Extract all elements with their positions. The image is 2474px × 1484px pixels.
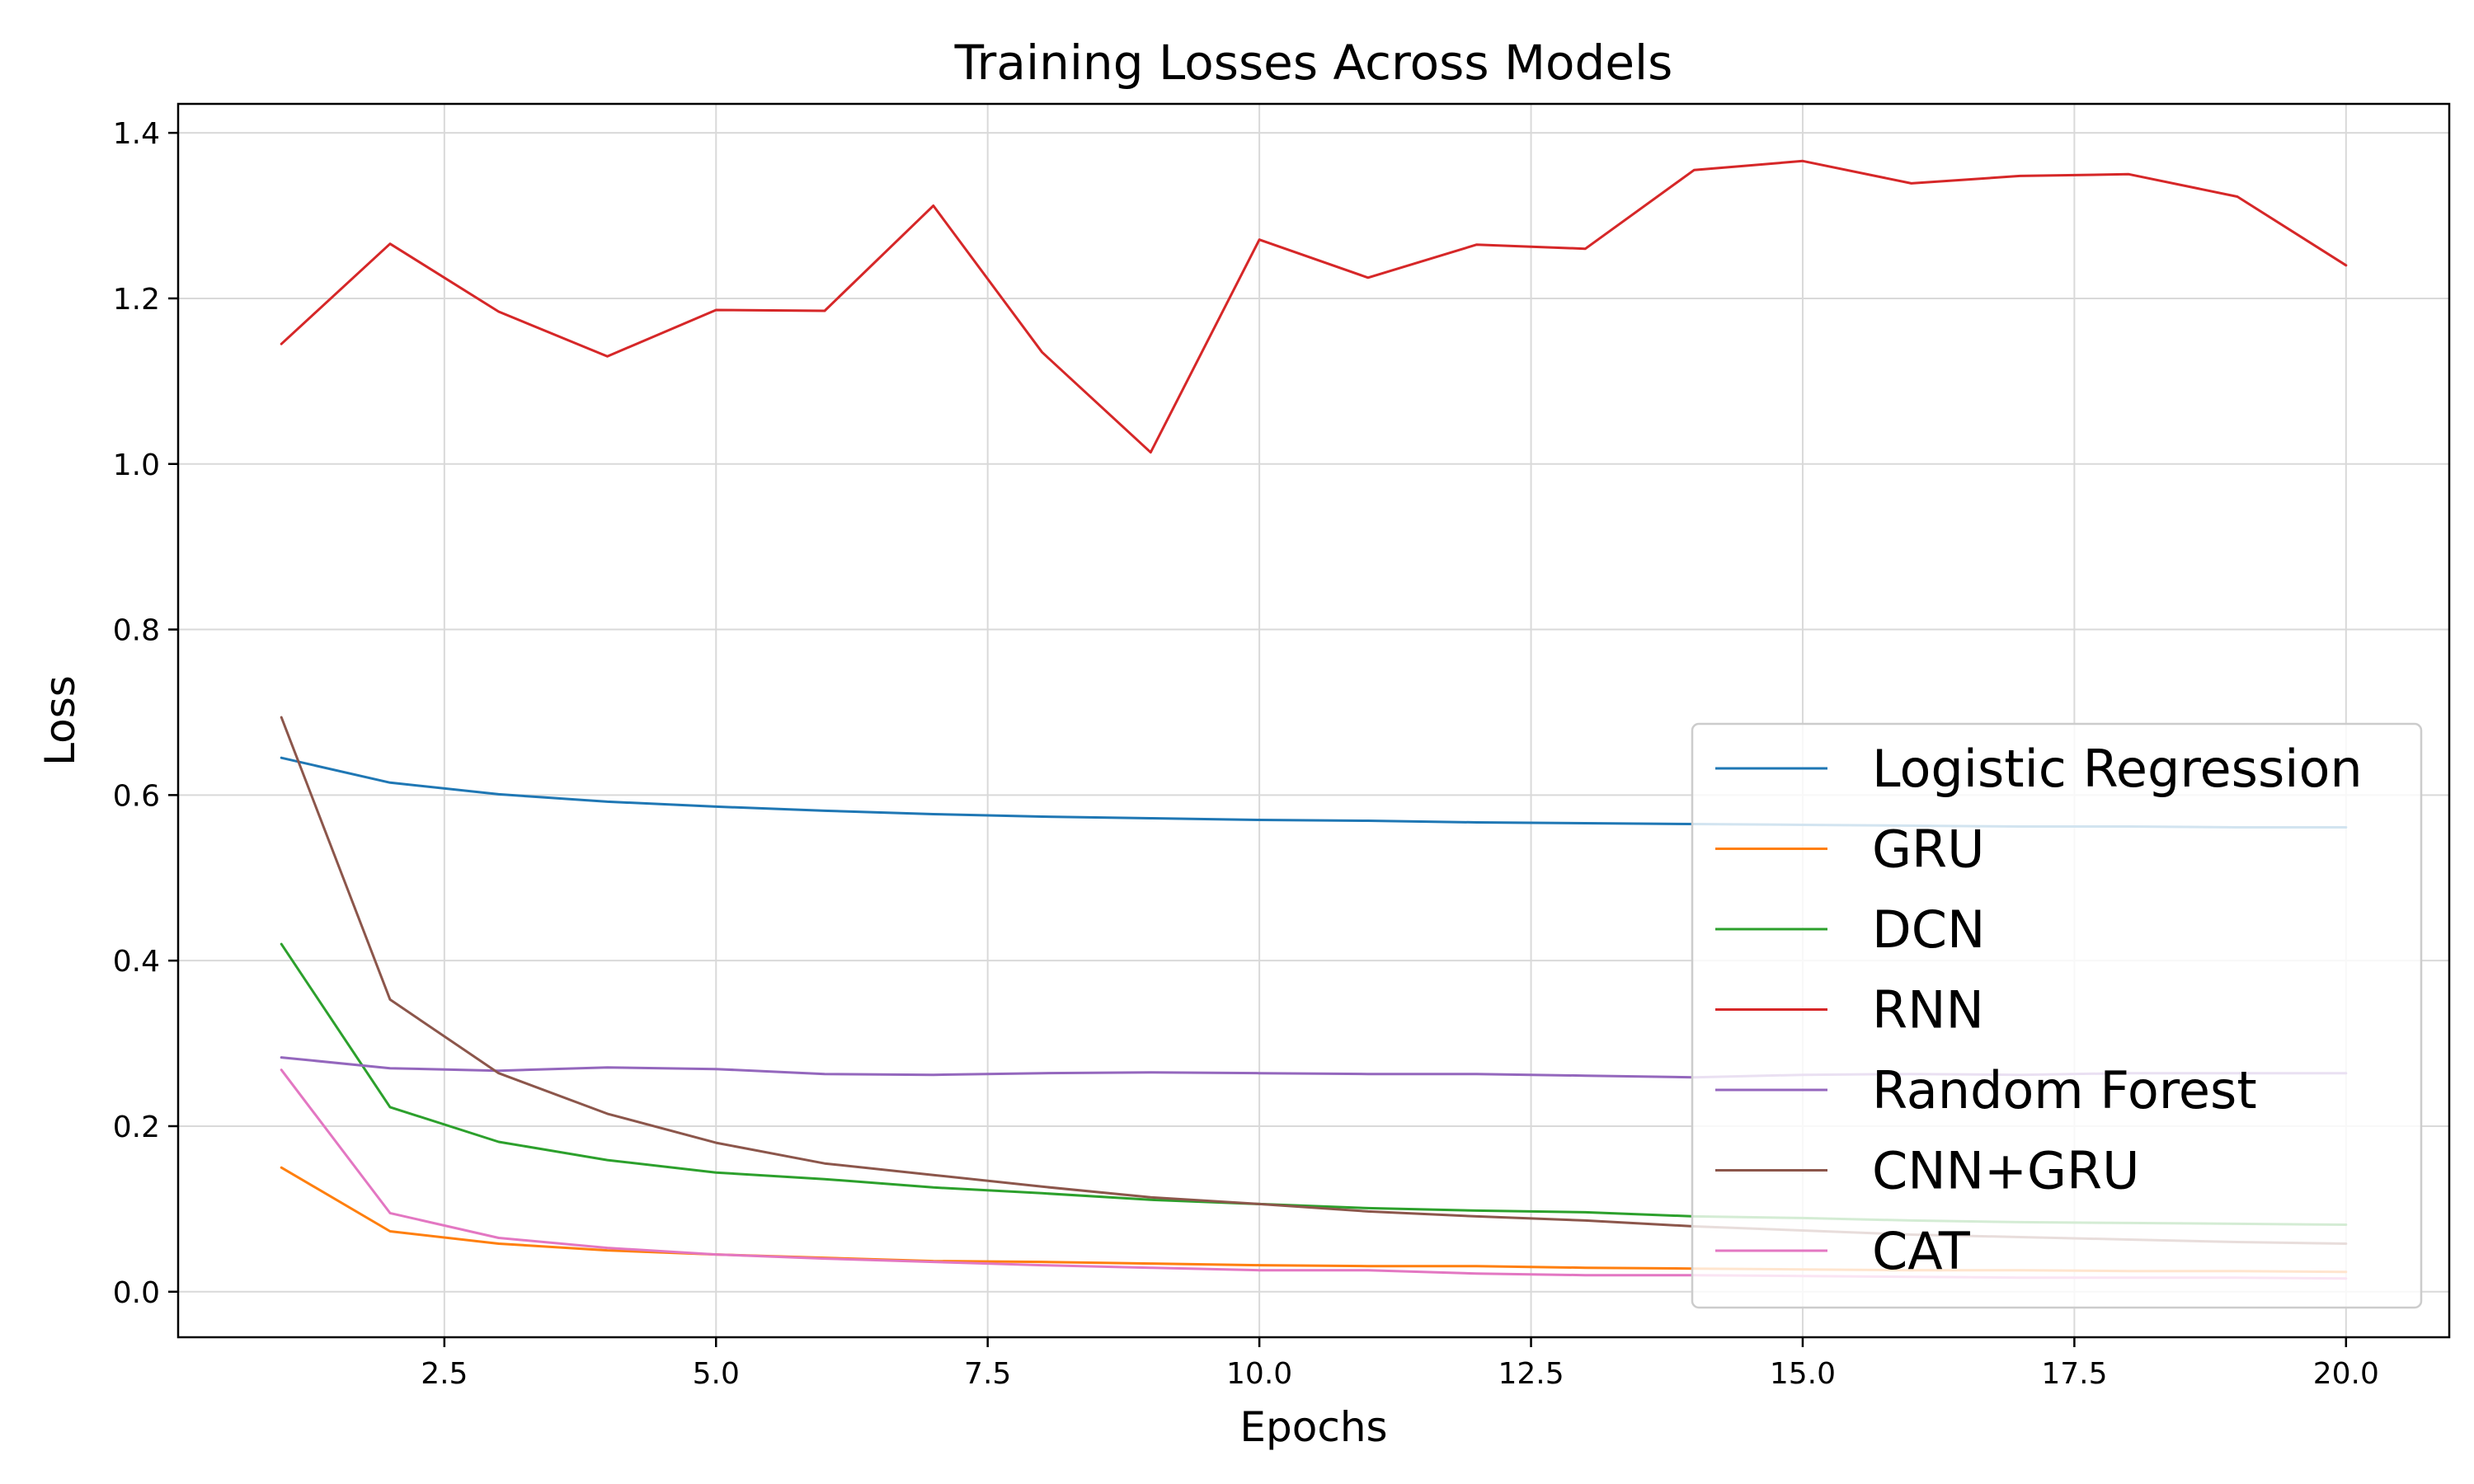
legend-label: DCN — [1872, 899, 1985, 960]
legend-label: GRU — [1872, 819, 1985, 880]
y-axis-ticks: 0.0 0.2 0.4 0.6 0.8 1.0 1.2 1.4 — [113, 117, 178, 1310]
x-tick-label: 17.5 — [2041, 1357, 2107, 1391]
legend-label: RNN — [1872, 980, 1984, 1040]
x-tick-label: 20.0 — [2313, 1357, 2379, 1391]
y-tick-label: 0.6 — [113, 779, 160, 813]
legend-label: CNN+GRU — [1872, 1141, 2140, 1201]
x-tick-label: 7.5 — [964, 1357, 1011, 1391]
plot-frame — [176, 102, 2451, 1339]
x-axis-label: Epochs — [1239, 1403, 1387, 1451]
y-tick-label: 0.0 — [113, 1276, 160, 1310]
x-tick-label: 5.0 — [693, 1357, 740, 1391]
x-tick-label: 10.0 — [1226, 1357, 1292, 1391]
chart-title: Training Losses Across Models — [954, 35, 1673, 91]
legend-label: Random Forest — [1872, 1060, 2257, 1120]
y-tick-label: 0.4 — [113, 945, 160, 979]
y-tick-label: 1.0 — [113, 448, 160, 482]
legend-box — [1691, 722, 2423, 1309]
x-axis-ticks: 2.5 5.0 7.5 10.0 12.5 15.0 17.5 20.0 — [421, 1337, 2379, 1391]
y-axis-label: Loss — [36, 675, 84, 766]
y-tick-label: 1.4 — [113, 117, 160, 151]
legend-label: Logistic Regression — [1872, 739, 2363, 799]
y-tick-label: 0.2 — [113, 1111, 160, 1144]
legend-label: CAT — [1872, 1221, 1971, 1281]
y-tick-label: 1.2 — [113, 283, 160, 317]
x-tick-label: 12.5 — [1498, 1357, 1564, 1391]
x-tick-label: 15.0 — [1770, 1357, 1836, 1391]
y-tick-label: 0.8 — [113, 614, 160, 648]
series-line-rnn — [280, 159, 2348, 454]
x-tick-label: 2.5 — [421, 1357, 468, 1391]
legend: Logistic Regression GRU DCN RNN Random Fores… — [1691, 722, 2423, 1309]
